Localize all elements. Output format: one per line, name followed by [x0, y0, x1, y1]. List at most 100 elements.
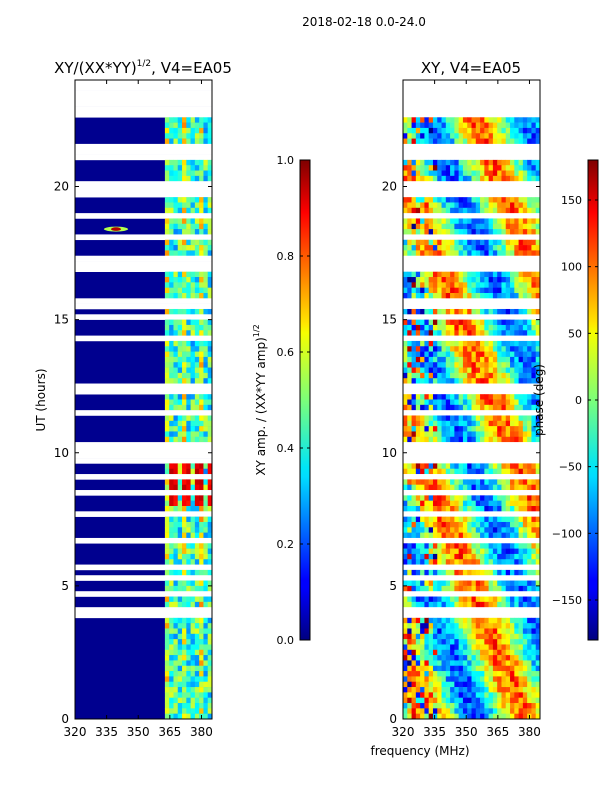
right-heatmap-cell	[445, 340, 451, 347]
right-heatmap-cell	[450, 543, 455, 549]
right-heatmap-cell	[480, 708, 485, 714]
left-heatmap-cell	[190, 633, 196, 640]
right-heatmap-cell	[445, 415, 451, 422]
right-heatmap-cell	[411, 431, 417, 438]
right-heatmap-cell	[458, 287, 464, 294]
left-heatmap-cell	[177, 218, 183, 225]
right-heatmap-cell	[403, 319, 408, 326]
left-heatmap-cell	[194, 340, 200, 347]
right-heatmap-cell	[407, 293, 412, 299]
right-heatmap-cell	[488, 484, 494, 491]
right-heatmap-cell	[475, 676, 481, 683]
right-heatmap-cell	[501, 548, 507, 555]
right-heatmap-cell	[484, 319, 489, 326]
right-heatmap-cell	[505, 687, 511, 693]
right-heatmap-cell	[420, 324, 425, 331]
right-heatmap-cell	[484, 495, 489, 501]
left-heatmap-cell	[199, 671, 204, 677]
right-heatmap-cell	[488, 165, 494, 171]
left-heatmap-cell	[182, 250, 187, 257]
right-heatmap-cell	[407, 324, 412, 331]
right-heatmap-cell	[510, 394, 515, 400]
left-heatmap-cell	[169, 559, 174, 565]
right-heatmap-cell	[505, 420, 511, 427]
right-heatmap-cell	[510, 308, 515, 315]
right-heatmap-cell	[510, 223, 515, 230]
left-title-main: XY/(XX*YY)	[54, 59, 137, 77]
right-heatmap-cell	[497, 580, 502, 587]
right-heatmap-cell	[471, 500, 477, 507]
right-heatmap-cell	[475, 133, 481, 139]
right-heatmap-cell	[510, 202, 515, 209]
left-heatmap-cell	[186, 655, 191, 661]
right-heatmap-cell	[403, 527, 408, 533]
left-heatmap-cell	[199, 553, 204, 560]
right-heatmap-cell	[467, 676, 472, 683]
right-heatmap-cell	[484, 122, 489, 129]
right-heatmap-cell	[403, 271, 408, 278]
left-heatmap-cell	[194, 356, 200, 363]
right-heatmap-cell	[501, 319, 507, 326]
right-heatmap-cell	[428, 138, 434, 145]
right-heatmap-cell	[437, 250, 442, 257]
left-heatmap-cell	[186, 692, 191, 698]
right-heatmap-cell	[535, 197, 540, 203]
left-heatmap-cell	[194, 665, 200, 672]
right-heatmap-cell	[462, 319, 468, 326]
right-heatmap-cell	[531, 559, 537, 565]
right-heatmap-cell	[458, 127, 464, 134]
right-heatmap-cell	[428, 362, 434, 368]
right-heatmap-cell	[454, 202, 459, 209]
right-heatmap-cell	[407, 527, 412, 533]
right-heatmap-cell	[480, 628, 485, 635]
right-heatmap-cell	[518, 676, 524, 683]
left-heatmap-cell	[169, 372, 174, 379]
right-heatmap-cell	[527, 330, 532, 336]
right-heatmap-cell	[514, 127, 519, 134]
right-heatmap-cell	[415, 468, 421, 475]
left-heatmap-cell	[199, 484, 204, 491]
left-heatmap-cell	[182, 319, 187, 326]
right-heatmap-cell	[411, 569, 417, 576]
right-heatmap-cell	[535, 346, 540, 352]
right-heatmap-cell	[462, 585, 468, 592]
right-heatmap-cell	[505, 133, 511, 139]
right-heatmap-cell	[403, 484, 408, 491]
right-heatmap-cell	[450, 159, 455, 166]
right-heatmap-cell	[501, 692, 507, 698]
right-heatmap-cell	[531, 681, 537, 688]
right-heatmap-cell	[441, 324, 447, 331]
left-heatmap-cell	[203, 543, 209, 549]
left-heatmap-cell	[199, 202, 204, 209]
right-heatmap-cell	[501, 378, 507, 384]
right-heatmap-cell	[411, 676, 417, 683]
right-heatmap-cell	[437, 639, 442, 645]
right-heatmap-cell	[411, 271, 417, 278]
right-heatmap-cell	[407, 159, 412, 166]
right-heatmap-cell	[467, 239, 472, 246]
right-heatmap-cell	[432, 639, 438, 645]
left-heatmap-cell	[207, 202, 212, 209]
left-heatmap-cell	[207, 479, 212, 485]
left-heatmap-cell	[199, 697, 204, 704]
right-heatmap-cell	[462, 463, 468, 470]
right-heatmap-cell	[420, 218, 425, 225]
left-heatmap-cell	[194, 676, 200, 683]
left-heatmap-cell	[186, 703, 191, 709]
right-heatmap-cell	[471, 623, 477, 629]
right-heatmap-cell	[424, 404, 429, 411]
right-heatmap-cell	[462, 484, 468, 491]
right-heatmap-cell	[432, 346, 438, 352]
right-heatmap-cell	[428, 117, 434, 123]
left-heatmap-cell	[177, 633, 183, 640]
right-heatmap-cell	[514, 340, 519, 347]
right-heatmap-cell	[522, 463, 528, 470]
right-heatmap-cell	[492, 271, 498, 278]
right-heatmap-cell	[475, 553, 481, 560]
right-heatmap-cell	[488, 617, 494, 624]
right-heatmap-cell	[411, 218, 417, 225]
right-heatmap-cell	[403, 133, 408, 139]
left-heatmap-cell	[169, 617, 174, 624]
right-heatmap-cell	[454, 506, 459, 512]
